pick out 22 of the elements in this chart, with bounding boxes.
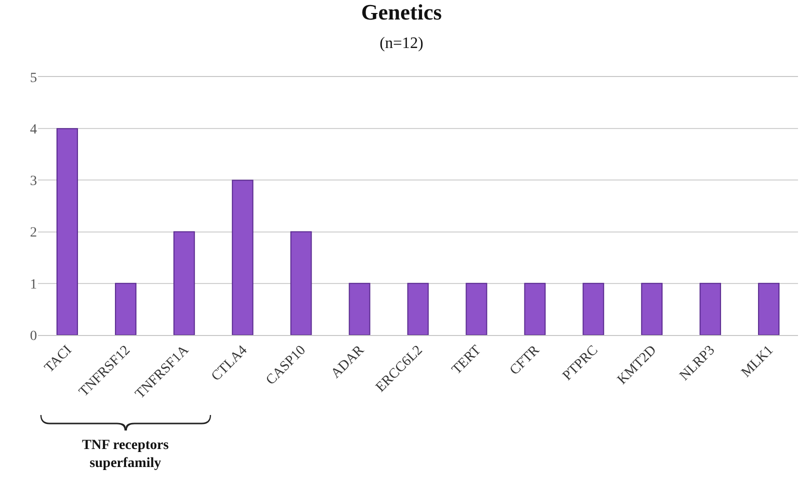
y-tick-label: 0 xyxy=(30,328,37,344)
bar xyxy=(700,282,722,335)
bar xyxy=(56,128,78,335)
bar xyxy=(232,180,254,335)
bar xyxy=(524,282,546,335)
y-tick-label: 3 xyxy=(30,174,37,190)
bar xyxy=(173,231,195,335)
y-tick-label: 1 xyxy=(30,277,37,292)
bar xyxy=(582,282,604,335)
bar xyxy=(466,282,488,335)
y-tick-label: 2 xyxy=(30,226,37,241)
bar xyxy=(758,282,780,335)
chart-title: Genetics xyxy=(361,0,442,24)
y-tick-label: 4 xyxy=(30,122,37,138)
y-tick-label: 5 xyxy=(30,70,37,86)
bar xyxy=(641,282,663,335)
bar xyxy=(407,282,429,335)
bar xyxy=(114,282,136,335)
chart-subtitle: (n=12) xyxy=(380,34,424,52)
text: TNF receptors superfamily xyxy=(82,438,170,472)
bar xyxy=(290,231,312,335)
bar xyxy=(348,282,370,335)
